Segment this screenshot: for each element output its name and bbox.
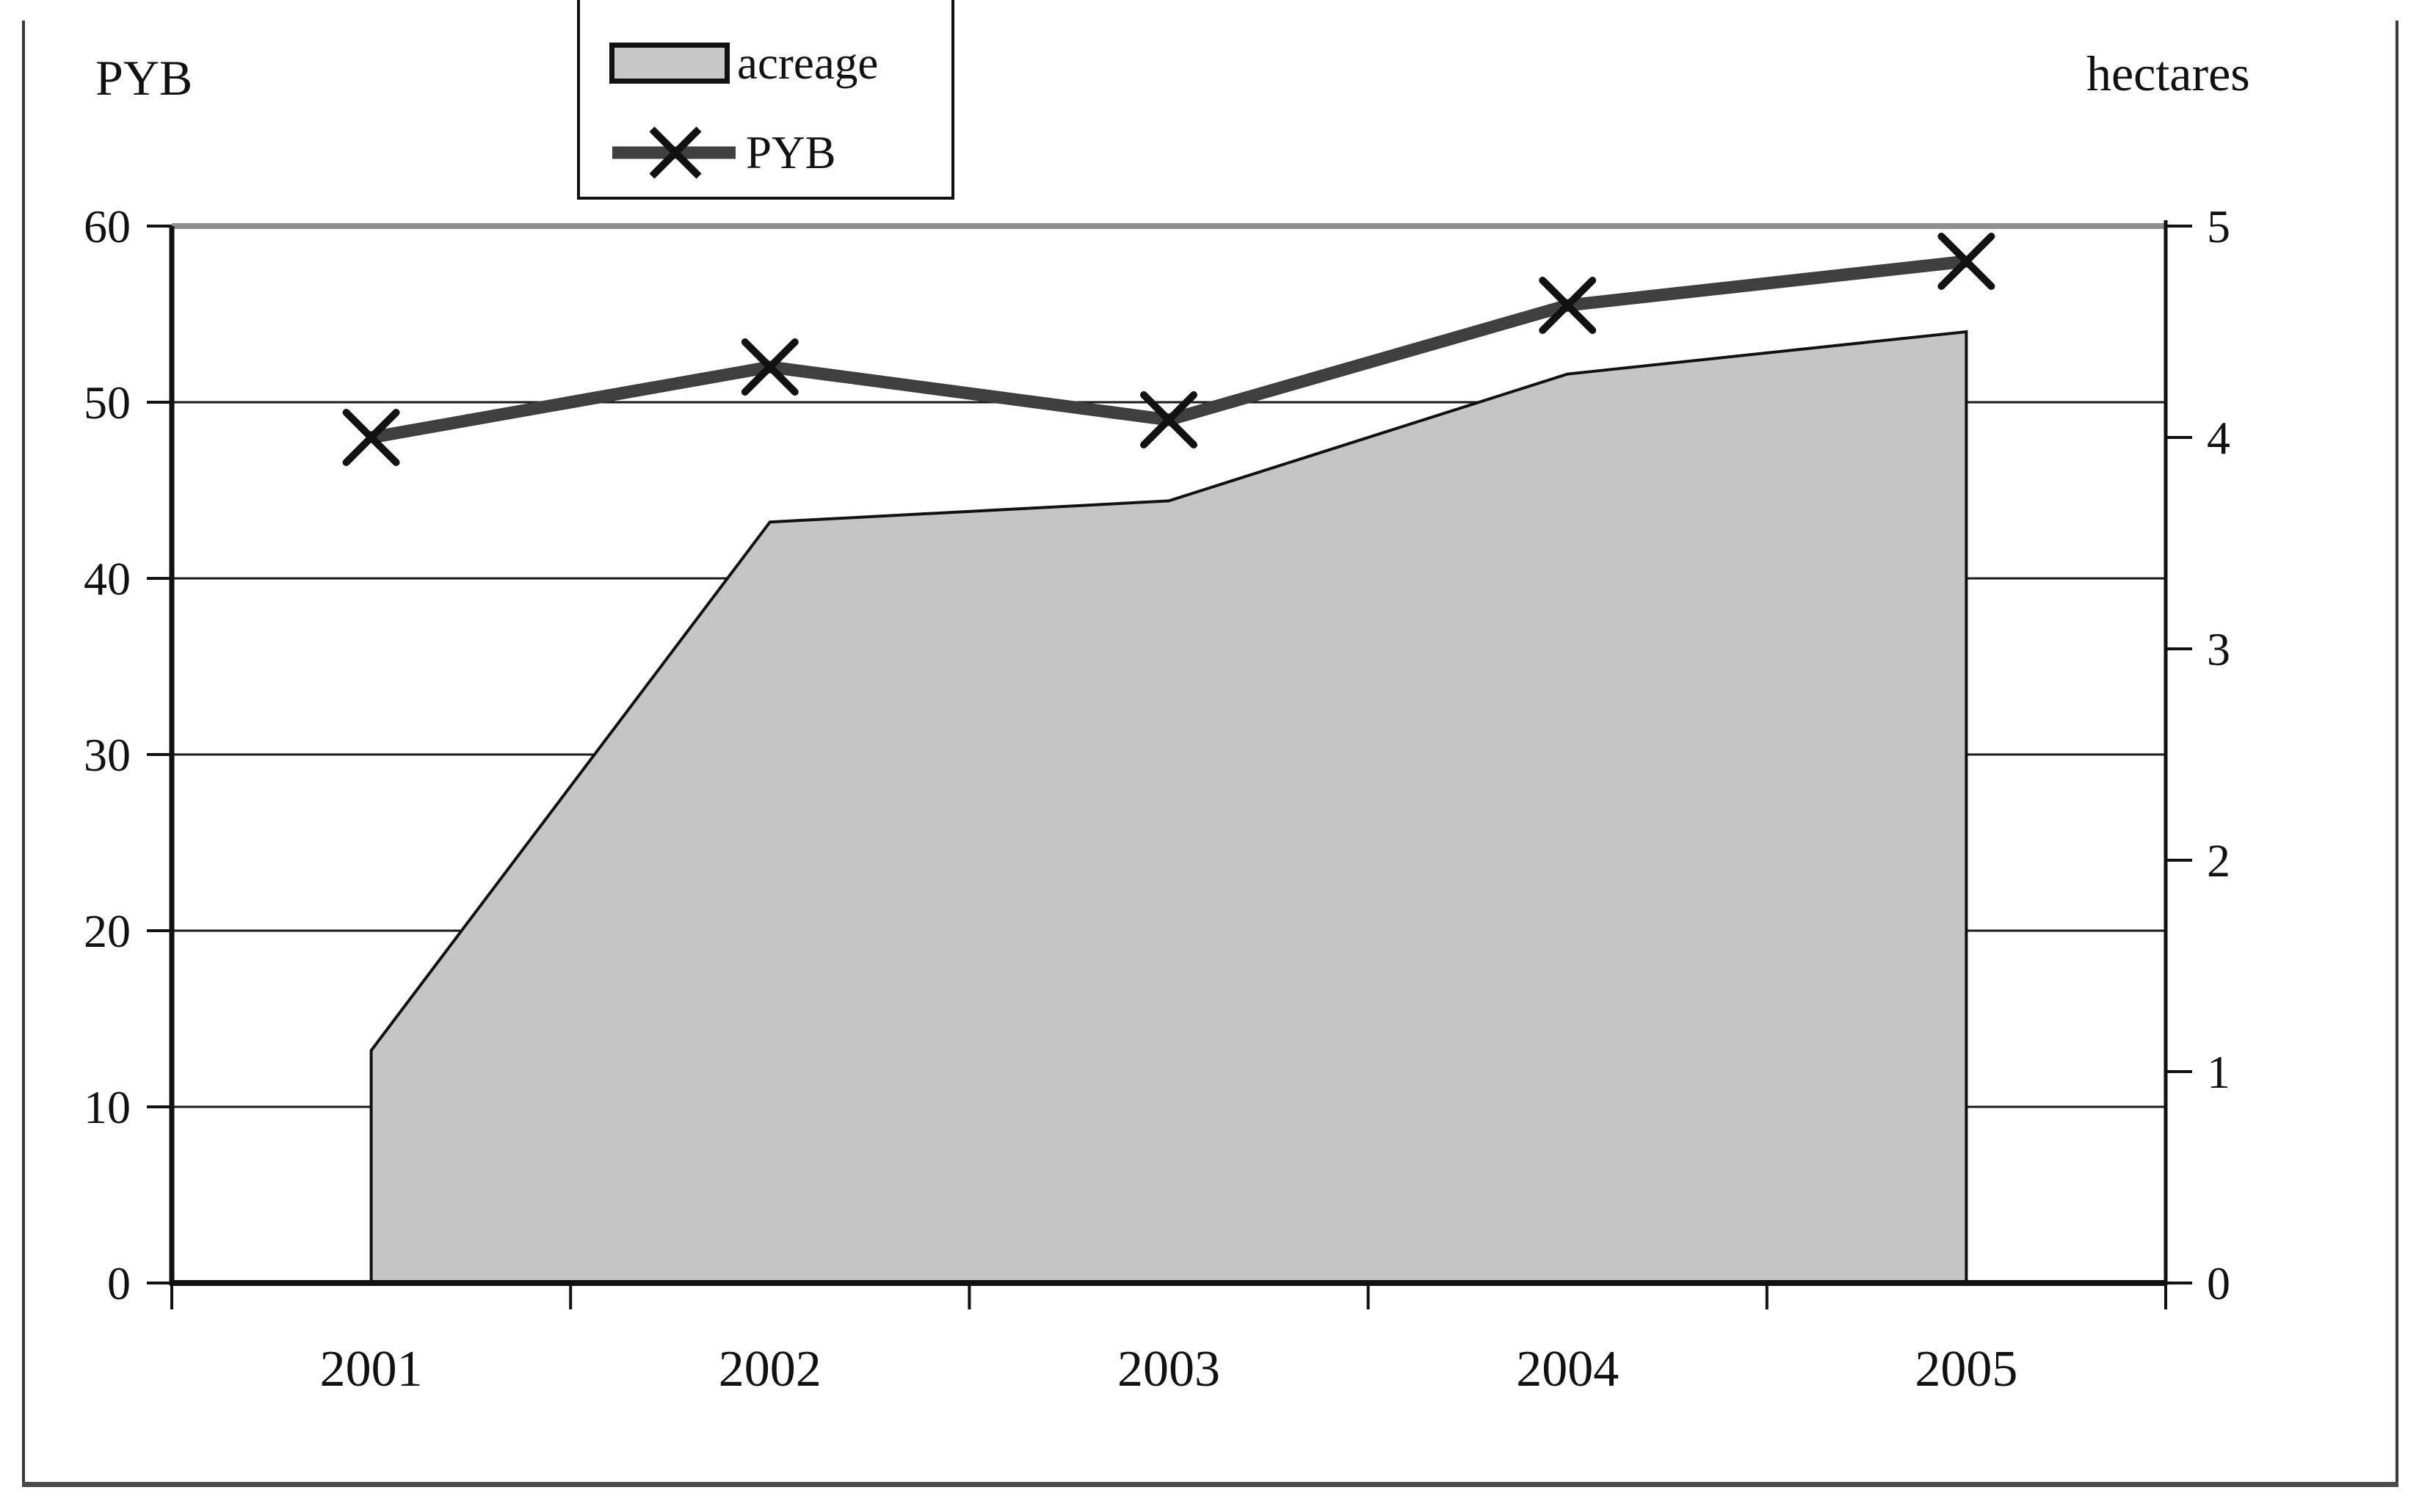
line-x-marker-icon [612,126,736,179]
area-swatch-icon [609,43,730,84]
svg-text:60: 60 [84,200,131,252]
svg-text:40: 40 [84,553,131,605]
svg-text:1: 1 [2207,1046,2230,1098]
left-axis-title: PYB [95,50,193,106]
legend-item-acreage: acreage [609,37,878,90]
right-axis-title: hectares [2086,46,2250,101]
axes-and-ticks [147,220,2192,1309]
legend-item-pyb: PYB [609,123,836,182]
figure-border-bottom [22,1482,2398,1487]
svg-text:4: 4 [2207,412,2230,464]
svg-text:2002: 2002 [719,1341,822,1397]
svg-text:5: 5 [2207,200,2230,252]
svg-text:50: 50 [84,377,131,429]
svg-text:2: 2 [2207,835,2230,887]
acreage-area-series [369,330,1968,1284]
svg-text:30: 30 [84,729,131,781]
svg-text:20: 20 [84,905,131,957]
svg-text:10: 10 [84,1081,131,1133]
legend-label-acreage: acreage [737,37,879,89]
svg-text:2005: 2005 [1915,1341,2017,1397]
svg-text:3: 3 [2207,623,2230,675]
legend-label-pyb: PYB [746,126,836,178]
figure-border-right [2396,21,2398,1485]
legend: acreage PYB [577,0,954,200]
figure-border-left [22,21,25,1485]
axis-tick-labels: 0 10 20 30 40 50 60 0 1 2 3 4 5 2001 2002 2003 2004 2005 [84,200,2230,1397]
svg-text:2001: 2001 [320,1341,423,1397]
svg-text:0: 0 [2207,1257,2230,1309]
svg-text:0: 0 [107,1257,131,1309]
pyb-line-series [342,233,1995,466]
svg-text:2003: 2003 [1117,1341,1220,1397]
svg-text:2004: 2004 [1516,1341,1619,1397]
